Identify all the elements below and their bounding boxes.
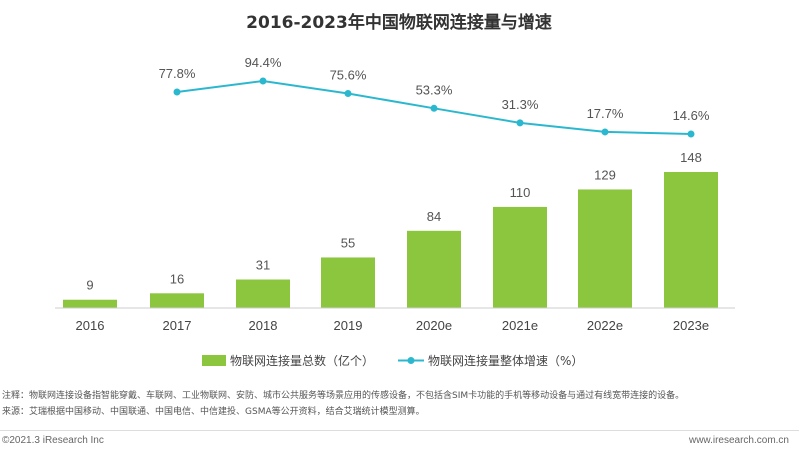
x-tick-2021e: 2021e [502,318,538,333]
legend: 物联网连接量总数（亿个） 物联网连接量整体增速（%） [202,353,583,368]
rate-point-2021e [516,119,524,127]
bar-2021e [493,206,547,308]
legend-bar-label: 物联网连接量总数（亿个） [230,353,374,368]
x-tick-2020e: 2020e [416,318,452,333]
rate-label-2020e: 53.3% [416,82,453,97]
website: www.iresearch.com.cn [688,435,789,446]
chart-title: 2016-2023年中国物联网连接量与增速 [246,12,552,33]
x-tick-labels: 2016 2017 2018 2019 2020e 2021e 2022e 2023e [76,318,710,333]
bar-label-2017: 16 [170,271,184,286]
bar-2019 [321,257,375,308]
bar-2017 [150,293,204,308]
bar-series: 9 16 31 55 84 110 129 148 [63,150,718,308]
rate-label-2023e: 14.6% [673,108,710,123]
rate-label-2021e: 31.3% [502,97,539,112]
bar-2023e [664,172,718,308]
rate-label-2019: 75.6% [330,67,367,82]
legend-bar-swatch [202,355,226,366]
legend-line-label: 物联网连接量整体增速（%） [428,353,583,368]
bar-2020e [407,230,461,308]
x-tick-2016: 2016 [76,318,105,333]
x-tick-2017: 2017 [163,318,192,333]
x-tick-2023e: 2023e [673,318,709,333]
source-note: 来源：艾瑞根据中国移动、中国联通、中国电信、中信建投、GSMA等公开资料，结合艾… [2,407,425,417]
bar-label-2023e: 148 [680,150,702,165]
rate-point-2020e [430,104,438,112]
bar-2016 [63,299,117,308]
x-tick-2019: 2019 [334,318,363,333]
x-tick-2018: 2018 [249,318,278,333]
bar-label-2022e: 129 [594,167,616,182]
line-series: 77.8% 94.4% 75.6% 53.3% 31.3% 17.7% 14.6% [159,55,710,138]
legend-line-marker [407,357,415,364]
rate-label-2022e: 17.7% [587,106,624,121]
rate-point-2017 [173,88,181,96]
rate-point-2023e [687,130,695,138]
bar-label-2020e: 84 [427,209,441,224]
rate-label-2018: 94.4% [245,55,282,70]
rate-point-2018 [259,77,267,85]
bar-label-2016: 9 [86,278,93,293]
bar-2022e [578,189,632,308]
footnote: 注释：物联网连接设备指智能穿戴、车联网、工业物联网、安防、城市公共服务等场景应用… [2,391,685,401]
footer-divider [0,430,799,431]
rate-point-2022e [601,128,609,136]
bar-label-2019: 55 [341,235,355,250]
rate-label-2017: 77.8% [159,66,196,81]
rate-point-2019 [344,89,352,97]
copyright: ©2021.3 iResearch Inc [2,435,104,446]
bar-2018 [236,279,290,308]
bar-label-2021e: 110 [510,185,531,200]
x-tick-2022e: 2022e [587,318,623,333]
bar-label-2018: 31 [256,258,270,273]
